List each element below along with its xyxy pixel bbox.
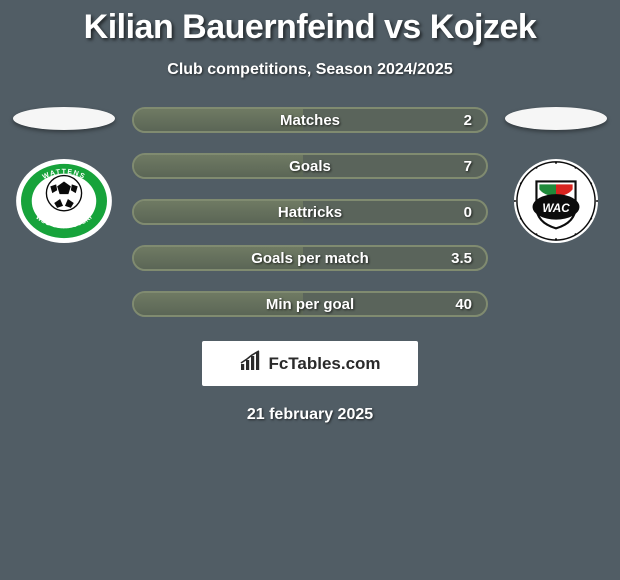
stats-panel: Matches 2 Goals 7 Hattricks 0 Goals per … <box>120 107 500 317</box>
stat-label: Goals <box>289 158 331 175</box>
brand-text: FcTables.com <box>268 354 380 374</box>
stat-label: Min per goal <box>266 296 354 313</box>
stat-value: 7 <box>464 158 472 175</box>
stat-row-hattricks: Hattricks 0 <box>132 199 488 225</box>
stat-label: Matches <box>280 112 340 129</box>
date-line: 21 february 2025 <box>0 406 620 424</box>
club-logo-right: WAC <box>507 158 605 244</box>
stat-value: 3.5 <box>451 250 472 267</box>
club-right-label: WAC <box>542 202 570 215</box>
stat-value: 2 <box>464 112 472 129</box>
player-ellipse-left <box>13 107 115 130</box>
stat-label: Goals per match <box>251 250 369 267</box>
stat-row-min-per-goal: Min per goal 40 <box>132 291 488 317</box>
player-ellipse-right <box>505 107 607 130</box>
brand-chart-icon <box>239 350 263 377</box>
comparison-row: WATTENS WSG SWAROVSKI Matches 2 Goals 7 … <box>0 107 620 317</box>
stat-fill <box>134 155 303 177</box>
stat-label: Hattricks <box>278 204 342 221</box>
page-title: Kilian Bauernfeind vs Kojzek <box>0 0 620 47</box>
stat-fill <box>134 109 303 131</box>
club-logo-left: WATTENS WSG SWAROVSKI <box>15 158 113 244</box>
stat-value: 40 <box>455 296 472 313</box>
stat-row-matches: Matches 2 <box>132 107 488 133</box>
right-side: WAC <box>500 107 612 244</box>
stat-row-goals-per-match: Goals per match 3.5 <box>132 245 488 271</box>
left-side: WATTENS WSG SWAROVSKI <box>8 107 120 244</box>
brand-box[interactable]: FcTables.com <box>202 341 418 386</box>
stat-value: 0 <box>464 204 472 221</box>
stat-row-goals: Goals 7 <box>132 153 488 179</box>
subtitle: Club competitions, Season 2024/2025 <box>0 61 620 79</box>
